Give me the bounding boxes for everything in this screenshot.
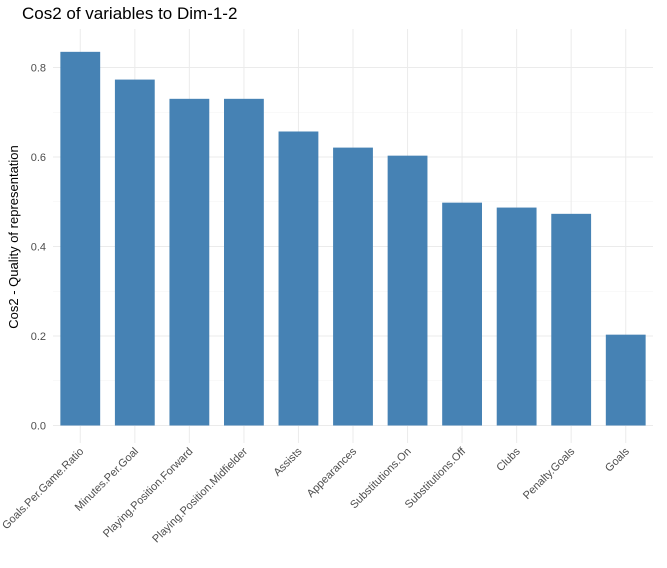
y-tick-label: 0.4 xyxy=(31,242,46,254)
bar-Penalty.Goals xyxy=(551,213,592,426)
bar-Goals.Per.Game.Ratio xyxy=(60,51,101,426)
x-tick-label: Penalty.Goals xyxy=(521,445,578,502)
y-tick-label: 0.0 xyxy=(31,421,46,433)
bar-Appearances xyxy=(333,147,373,426)
y-tick-label: 0.8 xyxy=(31,63,46,75)
y-axis-label: Cos2 - Quality of representation xyxy=(6,145,21,329)
bar-Playing.Position.Forward xyxy=(169,98,210,426)
x-tick-label: Goals xyxy=(603,445,632,474)
x-tick-label: Clubs xyxy=(494,445,523,474)
bar-Goals xyxy=(605,334,646,426)
x-tick-label: Playing.Position.Midfielder xyxy=(150,445,250,545)
bar-Minutes.Per.Goal xyxy=(114,79,155,426)
x-tick-label: Assists xyxy=(271,445,304,478)
y-tick-label: 0.2 xyxy=(31,331,46,343)
x-tick-label: Playing.Position.Forward xyxy=(101,446,196,541)
y-axis-ticks: 0.0 0.2 0.4 0.6 0.8 xyxy=(31,63,46,433)
y-tick-label: 0.6 xyxy=(31,152,46,164)
bar-Substitutions.On xyxy=(387,155,428,426)
x-tick-label: Appearances xyxy=(305,445,360,500)
bar-Assists xyxy=(278,131,319,426)
x-tick-label: Goals.Per.Game.Ratio xyxy=(0,446,86,532)
bar-Playing.Position.Midfielder xyxy=(224,98,264,426)
bars xyxy=(60,51,646,426)
bar-Substitutions.Off xyxy=(442,202,482,426)
bar-Clubs xyxy=(496,207,537,426)
x-axis-ticks: Goals.Per.Game.RatioMinutes.Per.GoalPlay… xyxy=(0,445,632,545)
chart-title: Cos2 of variables to Dim-1-2 xyxy=(22,4,238,23)
